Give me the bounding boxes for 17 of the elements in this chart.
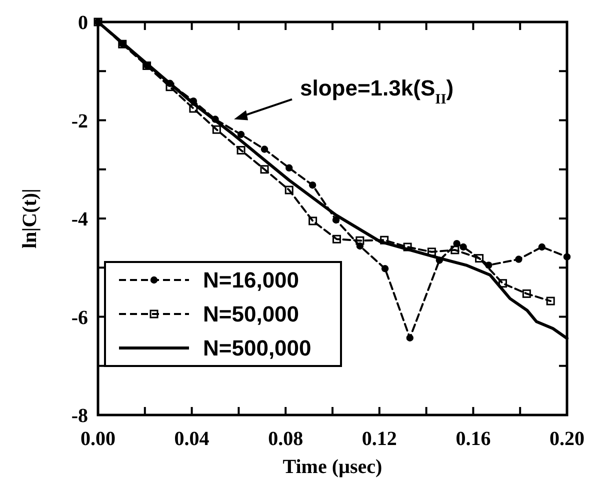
y-tick-label: -8 [71,405,88,427]
y-tick-label: -6 [71,306,88,329]
x-tick-label: 0.08 [268,428,304,450]
annotation: slope=1.3k(S$_{II}$) [300,75,454,108]
legend-label: N=500,000 [203,336,312,361]
x-tick-label: 0.12 [362,428,397,450]
y-tick-label: -4 [71,208,88,230]
x-tick-label: 0.04 [174,428,210,450]
y-tick-label: -2 [71,110,88,132]
x-axis-title: Time (µsec) [282,456,382,478]
legend-label: N=16,000 [203,268,300,293]
x-tick-label: 0.00 [80,428,116,450]
y-tick-label: 0 [78,12,88,34]
y-axis-title: ln|C(t)| [19,188,41,248]
legend-label: N=50,000 [203,302,300,327]
x-tick-label: 0.20 [550,428,584,450]
x-tick-label: 0.16 [456,428,491,450]
